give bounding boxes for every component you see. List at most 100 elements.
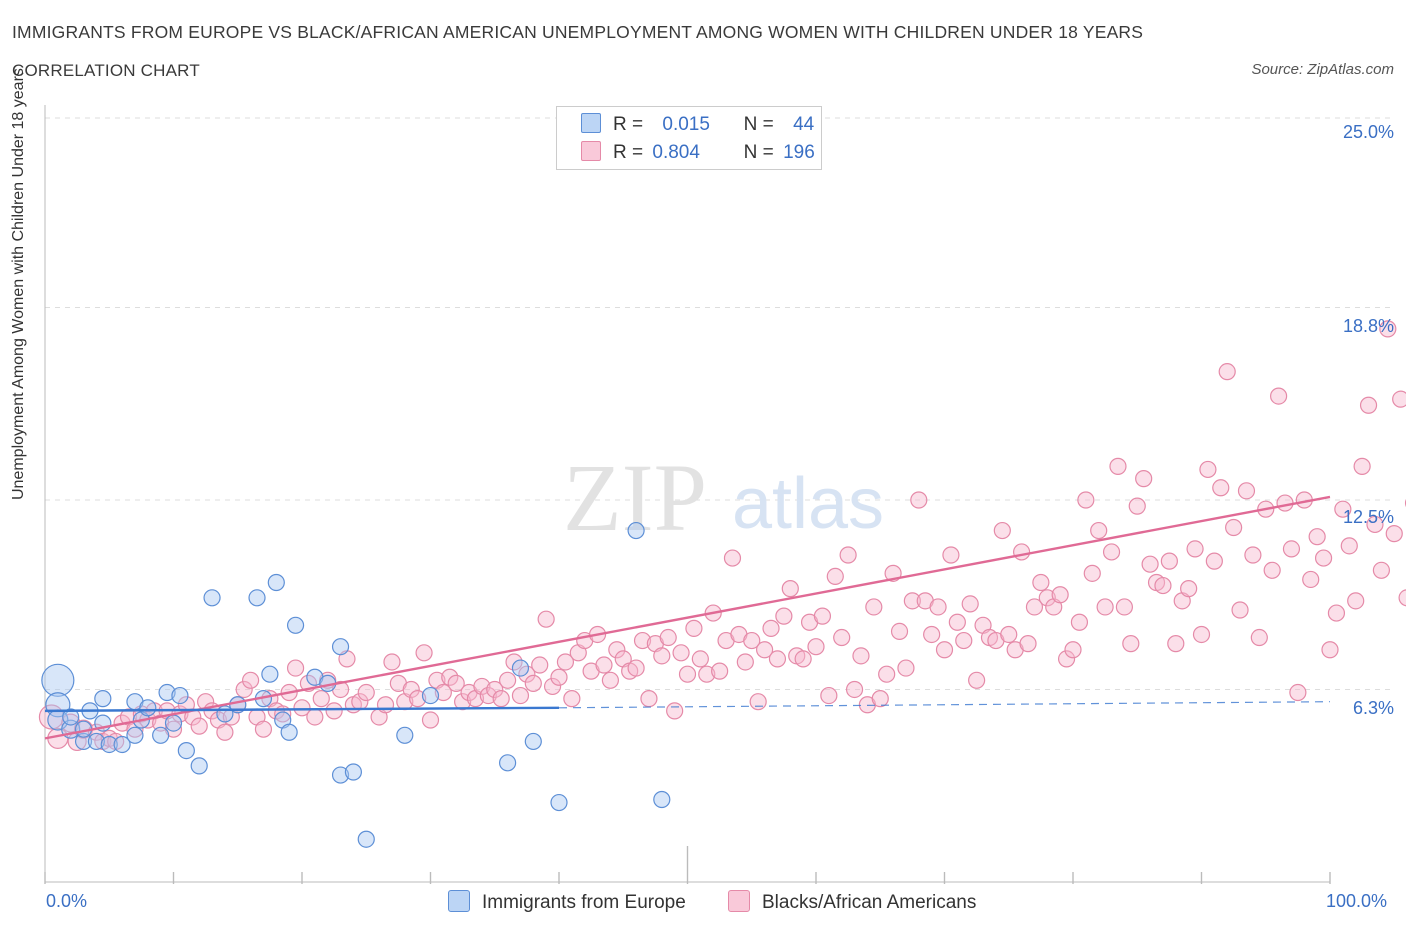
y-tick-12-5: 12.5% — [1342, 507, 1394, 527]
black-series-point-37 — [293, 699, 311, 717]
black-series-point-158 — [1077, 491, 1095, 509]
black-series-point-184 — [1244, 546, 1262, 564]
black-series-point-49 — [376, 696, 395, 714]
black-series-point-178 — [1205, 552, 1223, 570]
black-series-point-76 — [550, 668, 568, 686]
black-series-point-157 — [1070, 613, 1089, 631]
black-series-point-31 — [254, 720, 273, 738]
black-series-point-98 — [691, 650, 709, 668]
black-series-point-164 — [1115, 598, 1134, 616]
black-series-point-67 — [492, 690, 510, 708]
black-series-point-163 — [1109, 457, 1127, 475]
black-series-point-170 — [1154, 576, 1172, 595]
black-series-point-202 — [1359, 396, 1378, 414]
europe-series-point-44 — [550, 793, 568, 812]
y-tick-18-8: 18.8% — [1342, 316, 1394, 336]
black-series-point-207 — [1392, 390, 1406, 408]
black-series-point-73 — [531, 656, 549, 674]
black-series-point-201 — [1353, 457, 1371, 475]
black-series-point-122 — [845, 680, 864, 699]
black-series-point-56 — [421, 711, 440, 729]
black-series-point-150 — [1025, 598, 1044, 616]
black-series-point-66 — [486, 680, 504, 699]
black-series-point-101 — [711, 662, 729, 680]
europe-series-point-28 — [261, 665, 279, 683]
legend-n-label: N = — [743, 142, 774, 163]
europe-series-point-0 — [41, 663, 75, 697]
black-series-point-109 — [762, 619, 780, 637]
legend-r-label: R = — [613, 142, 644, 163]
legend-n-value: 44 — [793, 114, 815, 135]
black-series-point-149 — [1019, 635, 1037, 653]
black-series-point-21 — [190, 717, 208, 735]
black-series-point-191 — [1289, 683, 1307, 702]
black-series-point-83 — [595, 656, 613, 674]
bottom-legend-black: Blacks/African Americans — [728, 890, 976, 914]
black-series-point-134 — [923, 625, 941, 644]
black-series-point-198 — [1334, 500, 1352, 518]
black-series-point-172 — [1167, 635, 1185, 653]
legend-r-label: R = — [613, 114, 644, 135]
black-series-point-129 — [890, 622, 909, 641]
black-series-point-190 — [1282, 540, 1301, 558]
black-series-point-196 — [1321, 641, 1339, 659]
black-series-point-181 — [1225, 518, 1243, 537]
x-tick-100: 100.0% — [1326, 891, 1388, 911]
bottom-legend-swatch-blue — [448, 890, 470, 912]
europe-series-point-32 — [286, 616, 305, 634]
legend-n-label: N = — [743, 114, 774, 135]
black-series-point-74 — [537, 610, 555, 628]
europe-series-point-46 — [653, 790, 671, 809]
europe-series-point-26 — [248, 589, 266, 607]
black-series-point-75 — [543, 677, 562, 696]
black-series-point-65 — [479, 686, 497, 705]
black-series-point-183 — [1237, 482, 1256, 500]
black-series-point-180 — [1218, 363, 1236, 381]
black-series-point-187 — [1263, 561, 1281, 579]
black-series-point-137 — [942, 546, 960, 564]
black-series-point-159 — [1083, 564, 1101, 582]
axes — [44, 105, 1331, 884]
black-series-point-25 — [216, 723, 234, 741]
black-series-point-138 — [948, 613, 966, 631]
black-series-point-47 — [357, 683, 375, 702]
black-series-point-59 — [441, 668, 459, 686]
europe-series-point-37 — [344, 763, 362, 781]
black-series-point-121 — [839, 546, 857, 564]
black-series-point-94 — [666, 702, 684, 720]
europe-trend-line — [44, 706, 560, 713]
europe-series-point-19 — [164, 714, 183, 732]
black-series-point-120 — [833, 628, 851, 647]
black-series-point-42 — [325, 702, 343, 720]
black-series-point-58 — [434, 683, 452, 702]
legend-row-black: R = 0.804 N = 196 — [581, 141, 815, 164]
black-series-point-204 — [1372, 561, 1391, 579]
watermark-zip: ZIP — [563, 444, 707, 551]
bottom-legend: Immigrants from Europe Blacks/African Am… — [0, 890, 1406, 916]
black-series-point-165 — [1122, 635, 1140, 653]
black-series-point-171 — [1160, 552, 1178, 570]
black-series-point-84 — [601, 671, 620, 689]
y-tick-25: 25.0% — [1342, 122, 1394, 142]
black-series-point-118 — [820, 686, 838, 705]
black-series-point-96 — [678, 665, 697, 683]
black-series-point-148 — [1012, 543, 1031, 561]
black-series-point-206 — [1385, 525, 1403, 543]
europe-series-point-11 — [100, 735, 118, 754]
black-series-point-205 — [1379, 320, 1397, 338]
black-series-point-111 — [775, 607, 793, 625]
x-tick-0: 0.0% — [46, 891, 88, 911]
bottom-legend-europe-label: Immigrants from Europe — [482, 892, 686, 913]
black-series-point-131 — [903, 592, 921, 610]
europe-series-point-45 — [627, 521, 645, 540]
black-series-point-145 — [993, 521, 1011, 540]
black-series-point-55 — [415, 644, 433, 662]
black-series-point-77 — [556, 653, 575, 671]
europe-series-point-4 — [62, 708, 80, 726]
europe-series-point-8 — [87, 732, 106, 751]
black-series-point-93 — [659, 628, 677, 647]
europe-series-point-18 — [158, 683, 176, 702]
source-credit: Source: ZipAtlas.com — [1251, 61, 1394, 78]
europe-series-point-14 — [126, 726, 144, 744]
black-series-point-70 — [511, 686, 530, 705]
